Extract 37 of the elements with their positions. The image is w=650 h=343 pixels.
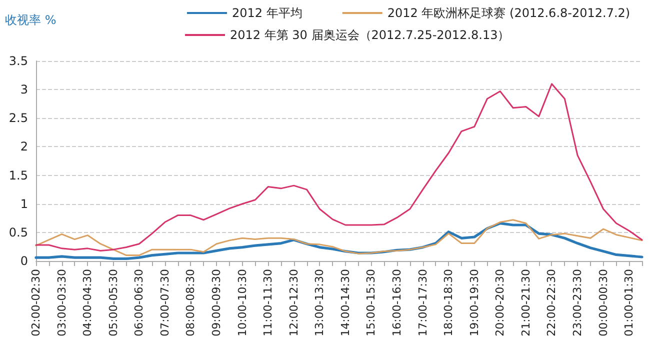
x-tick-label: 08:00-08:30 [184, 269, 198, 336]
x-tick-label: 13:00-13:30 [313, 269, 326, 336]
x-tick-label: 06:00-06:30 [132, 269, 146, 336]
x-tick-label: 01:00-01:30 [622, 269, 636, 336]
x-tick-label: 00:00-00:30 [596, 269, 610, 336]
x-tick-label: 05:00-05:30 [106, 269, 120, 336]
x-tick-label: 07:00-07:30 [158, 269, 172, 336]
y-tick-label: 0 [20, 254, 28, 268]
x-tick-label: 11:00-11:30 [262, 269, 275, 336]
y-tick-label: 3 [20, 82, 28, 97]
x-tick-label: 20:00-20:30 [494, 269, 507, 336]
y-tick-label: 2 [20, 140, 28, 154]
legend-label: 2012 年平均 [232, 6, 302, 20]
y-tick-label: 1 [20, 196, 28, 211]
x-tick-label: 10:00-10:30 [236, 269, 249, 336]
x-tick-label: 18:00-18:30 [442, 269, 456, 336]
x-tick-label: 17:00-17:30 [416, 269, 430, 336]
x-tick-label: 09:00-09:30 [210, 269, 224, 336]
y-axis-title: 收视率 % [5, 13, 56, 27]
x-tick-label: 03:00-03:30 [55, 269, 68, 336]
x-tick-label: 15:00-15:30 [364, 269, 378, 336]
x-tick-label: 14:00-14:30 [338, 269, 352, 336]
y-tick-label: 3.5 [8, 54, 28, 68]
x-tick-label: 23:00-23:30 [571, 269, 584, 336]
x-tick-label: 22:00-22:30 [545, 269, 558, 336]
y-tick-label: 2.5 [8, 111, 28, 126]
line-series [35, 83, 643, 252]
x-tick-label: 16:00-16:30 [390, 269, 404, 336]
x-tick-label: 19:00-19:30 [468, 269, 481, 336]
legend-label: 2012 年第 30 届奥运会（2012.7.25-2012.8.13） [230, 28, 510, 42]
legend-label: 2012 年欧洲杯足球赛 (2012.6.8-2012.7.2) [387, 6, 630, 20]
x-tick-label: 02:00-02:30 [30, 269, 42, 336]
y-tick-label: 0.5 [8, 225, 28, 240]
y-tick-label: 1.5 [8, 168, 28, 182]
x-tick-label: 21:00-21:30 [519, 269, 532, 336]
x-tick-label: 04:00-04:30 [81, 269, 94, 336]
x-tick-label: 12:00-12:30 [287, 269, 300, 336]
